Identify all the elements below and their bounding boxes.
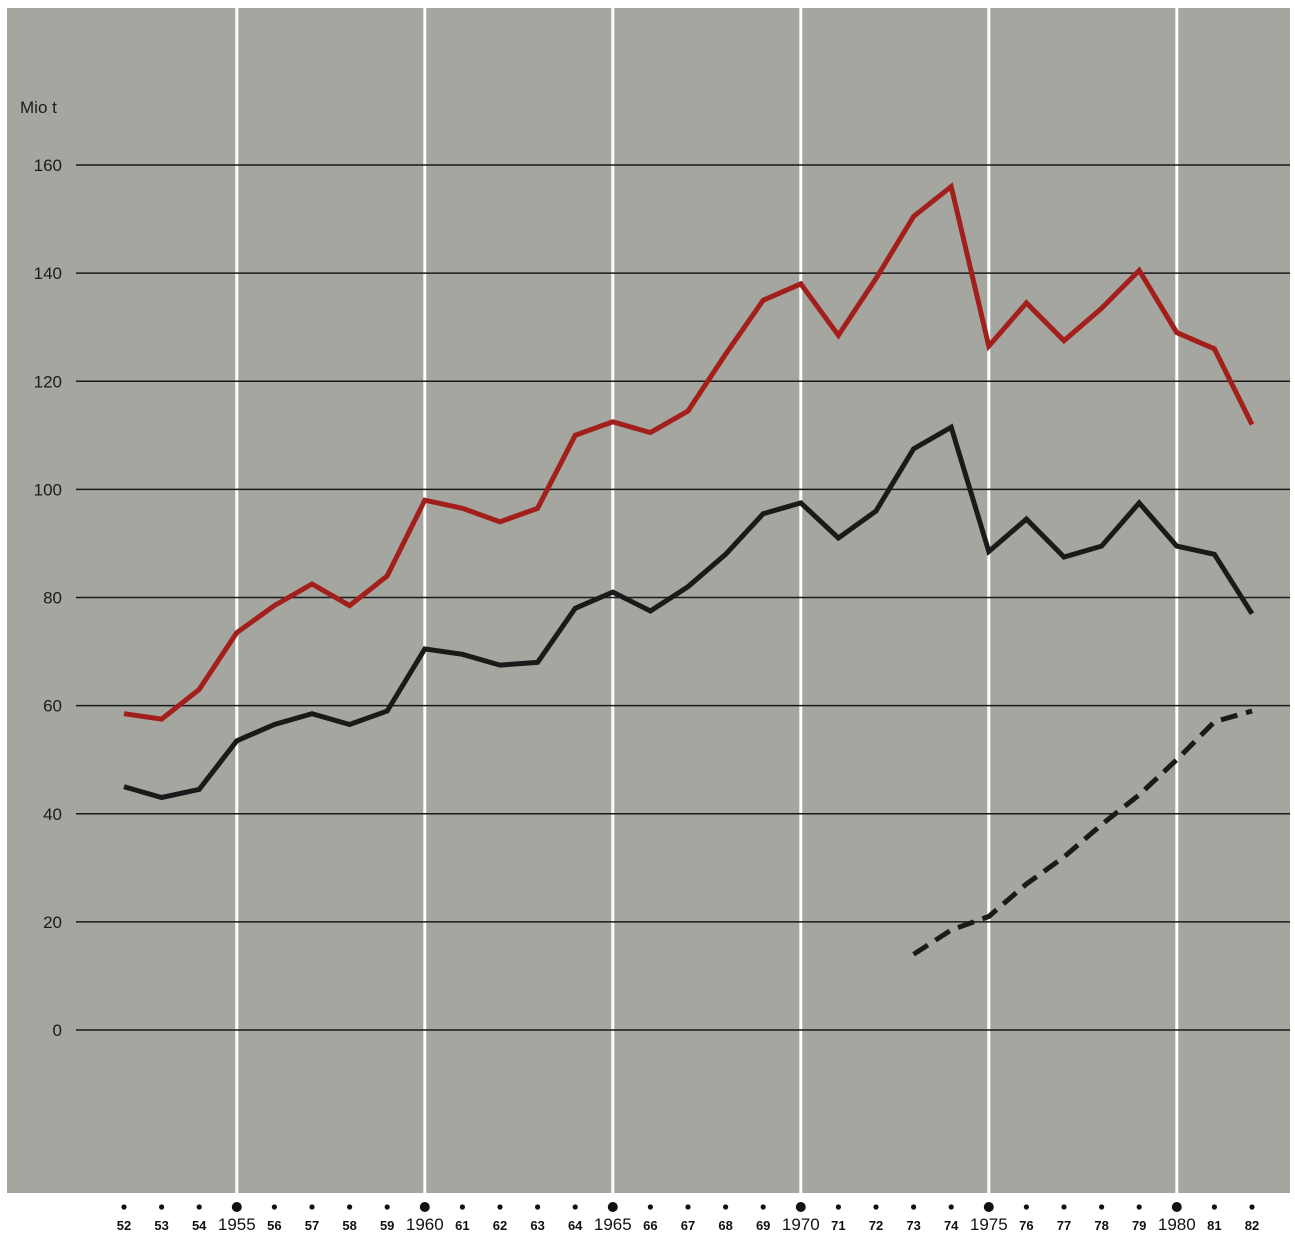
x-tick-dot	[723, 1204, 729, 1210]
x-tick-dot	[1171, 1202, 1182, 1212]
y-tick-label: 160	[34, 156, 62, 175]
x-tick-dot	[1211, 1204, 1217, 1210]
x-tick-dot	[948, 1204, 954, 1210]
x-tick-label: 1980	[1158, 1215, 1196, 1234]
plot-background	[7, 8, 1290, 1193]
x-tick-label: 73	[906, 1218, 920, 1233]
vertical-gridlines	[235, 8, 1179, 1193]
x-tick-label: 81	[1207, 1218, 1221, 1233]
x-tick-label: 62	[493, 1218, 507, 1233]
x-tick-dot	[384, 1204, 390, 1210]
x-tick-label: 59	[380, 1218, 394, 1233]
x-tick-dot	[911, 1204, 917, 1210]
x-tick-label: 63	[530, 1218, 544, 1233]
x-tick-dot	[1136, 1204, 1142, 1210]
x-tick-label: 1965	[594, 1215, 632, 1234]
x-tick-dot	[1023, 1204, 1029, 1210]
y-axis-unit-label: Mio t	[20, 98, 57, 117]
x-tick-dot	[347, 1204, 353, 1210]
y-tick-label: 120	[34, 372, 62, 391]
x-tick-label: 74	[944, 1218, 959, 1233]
x-tick-dot	[271, 1204, 277, 1210]
x-tick-dot	[459, 1204, 465, 1210]
x-tick-dot	[572, 1204, 578, 1210]
x-tick-label: 1960	[406, 1215, 444, 1234]
x-tick-dot	[231, 1202, 242, 1212]
x-tick-label: 1955	[218, 1215, 256, 1234]
dashed-series-line	[912, 708, 1253, 957]
x-tick-dot	[760, 1204, 766, 1210]
y-tick-label: 100	[34, 480, 62, 499]
x-tick-dot	[1061, 1204, 1067, 1210]
y-tick-label: 60	[43, 697, 62, 716]
red-series-line	[123, 182, 1255, 722]
x-tick-dot	[159, 1204, 165, 1210]
x-tick-label: 53	[154, 1218, 168, 1233]
x-tick-label: 67	[681, 1218, 695, 1233]
y-tick-label: 20	[43, 913, 62, 932]
x-tick-label: 57	[305, 1218, 319, 1233]
x-tick-label: 77	[1057, 1218, 1071, 1233]
y-axis-ticks: 0 20 40 60 80 100 120 140 160	[34, 156, 62, 1040]
x-tick-dot	[647, 1204, 654, 1210]
x-tick-label: 78	[1094, 1218, 1108, 1233]
y-tick-label: 80	[43, 589, 62, 608]
x-tick-dot	[873, 1204, 879, 1210]
x-tick-label: 72	[869, 1218, 883, 1233]
x-tick-label: 58	[342, 1218, 356, 1233]
x-tick-dot	[1099, 1204, 1105, 1210]
x-tick-label: 69	[756, 1218, 770, 1233]
x-tick-label: 66	[643, 1218, 657, 1233]
x-tick-label: 64	[568, 1218, 583, 1233]
x-tick-label: 1975	[970, 1215, 1008, 1234]
x-tick-dot	[835, 1204, 842, 1210]
x-tick-dot	[983, 1202, 994, 1212]
x-tick-label: 54	[192, 1218, 207, 1233]
y-tick-label: 0	[53, 1021, 62, 1040]
x-tick-dot	[121, 1204, 127, 1210]
x-tick-dot	[607, 1202, 618, 1212]
x-tick-label: 82	[1245, 1218, 1259, 1233]
x-tick-label: 71	[831, 1218, 845, 1233]
x-axis-ticks: 52 53 54 1955 56 57 58 59 1960 61 62 63 64 1965 66 67 68…	[117, 1202, 1259, 1234]
x-tick-dot	[685, 1204, 691, 1210]
x-tick-label: 79	[1132, 1218, 1146, 1233]
x-tick-dot	[535, 1204, 541, 1210]
x-tick-label: 1970	[782, 1215, 820, 1234]
x-tick-dot	[795, 1202, 806, 1212]
x-tick-dot	[419, 1202, 430, 1212]
horizontal-gridlines	[76, 164, 1290, 1031]
y-tick-label: 40	[43, 805, 62, 824]
x-tick-label: 61	[455, 1218, 469, 1233]
x-tick-dot	[309, 1204, 315, 1210]
x-tick-dot	[497, 1204, 503, 1210]
x-tick-label: 76	[1019, 1218, 1033, 1233]
black-series-line	[123, 423, 1255, 801]
series-lines	[123, 182, 1255, 957]
y-tick-label: 140	[34, 264, 62, 283]
x-tick-label: 52	[117, 1218, 131, 1233]
x-tick-dot	[196, 1204, 202, 1210]
x-tick-dot	[1249, 1204, 1255, 1210]
x-tick-label: 56	[267, 1218, 281, 1233]
x-tick-label: 68	[718, 1218, 732, 1233]
